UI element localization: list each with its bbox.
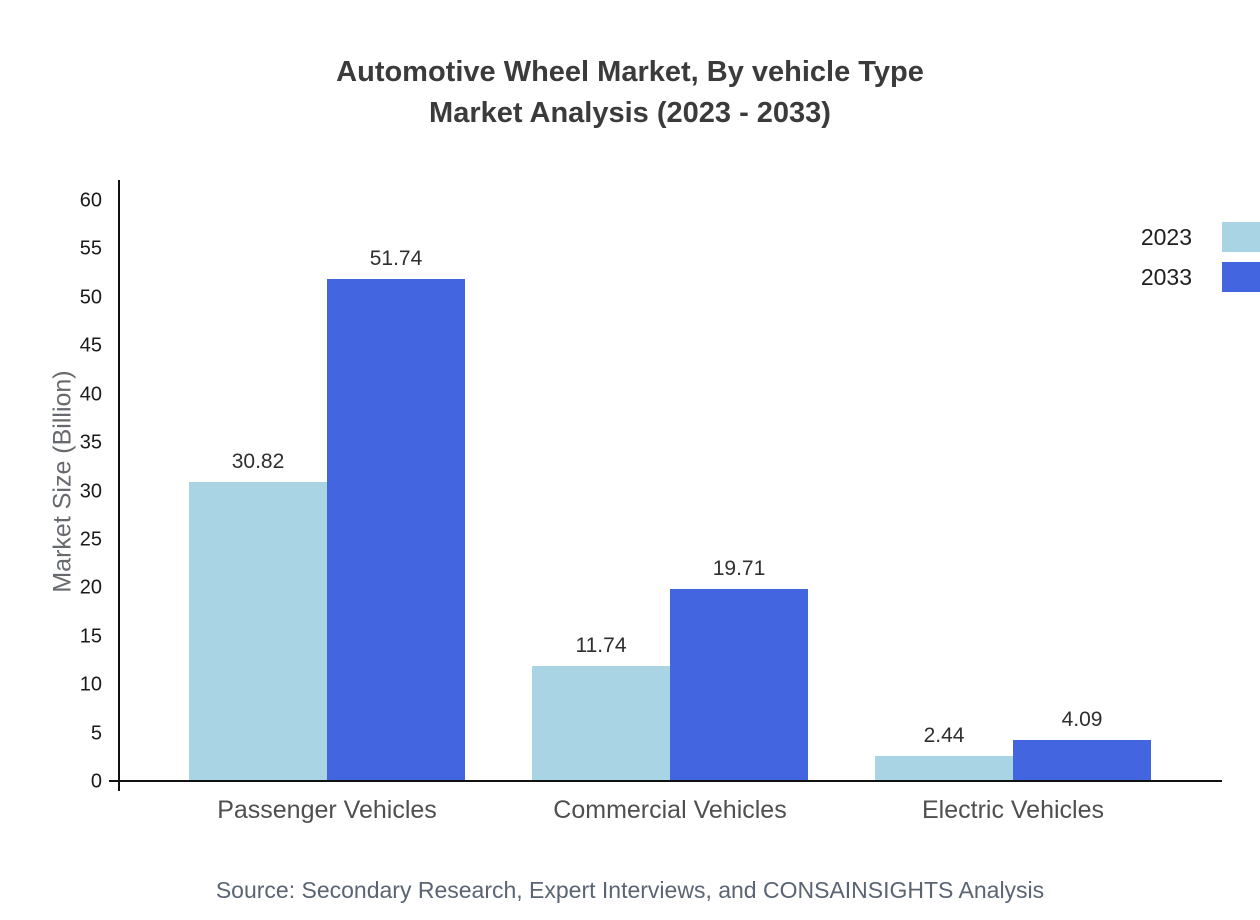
legend-item-2033: 2033 <box>1141 262 1260 292</box>
bar-2023-passenger-vehicles <box>189 482 327 780</box>
y-tick-label: 10 <box>79 673 102 696</box>
y-tick-label: 20 <box>79 576 102 599</box>
y-tick-label: 50 <box>79 286 102 309</box>
y-tick-label: 30 <box>79 480 102 502</box>
bar-2023-electric-vehicles <box>875 756 1013 780</box>
bar-2033-passenger-vehicles <box>327 279 465 780</box>
chart-title: Automotive Wheel Market, By vehicle Type… <box>0 52 1260 134</box>
legend-label: 2023 <box>1140 223 1192 250</box>
chart-title-line-1: Automotive Wheel Market, By vehicle Type <box>336 56 924 88</box>
bar-value-label: 19.71 <box>712 557 766 580</box>
chart-title-line-2: Market Analysis (2023 - 2033) <box>429 97 831 129</box>
y-tick-label: 55 <box>79 237 102 260</box>
y-tick-label: 45 <box>79 334 102 357</box>
legend: 2023 2033 <box>1141 222 1260 292</box>
y-tick-label: 15 <box>79 625 102 648</box>
category-label: Passenger Vehicles <box>217 796 437 824</box>
legend-item-2023: 2023 <box>1141 222 1260 252</box>
legend-label: 2033 <box>1140 263 1192 290</box>
y-axis-line <box>118 180 120 791</box>
bar-2033-commercial-vehicles <box>670 589 808 780</box>
y-tick-label: 5 <box>90 722 102 745</box>
category-label: Electric Vehicles <box>921 796 1105 824</box>
bar-2033-electric-vehicles <box>1013 740 1151 780</box>
bar-value-label: 2.44 <box>923 724 965 747</box>
bar-2023-commercial-vehicles <box>532 666 670 780</box>
y-tick-label: 40 <box>79 383 102 406</box>
bar-value-label: 30.82 <box>231 450 285 473</box>
legend-swatch <box>1222 222 1260 252</box>
category-label: Commercial Vehicles <box>553 796 787 824</box>
y-tick-label: 60 <box>79 189 102 212</box>
plot-area: 0 5 10 15 20 25 30 35 40 45 50 55 60 30.82 51.74 Passen… <box>80 180 1222 824</box>
y-tick-label: 25 <box>79 528 102 551</box>
y-tick-label: 35 <box>79 431 102 454</box>
source-text: Source: Secondary Research, Expert Inter… <box>215 877 1045 903</box>
legend-swatch <box>1222 262 1260 292</box>
bar-value-label: 51.74 <box>369 247 423 270</box>
bar-value-label: 4.09 <box>1061 708 1103 731</box>
bar-value-label: 11.74 <box>575 634 627 657</box>
y-tick-label: 0 <box>90 770 102 793</box>
x-axis-line <box>109 780 1222 782</box>
